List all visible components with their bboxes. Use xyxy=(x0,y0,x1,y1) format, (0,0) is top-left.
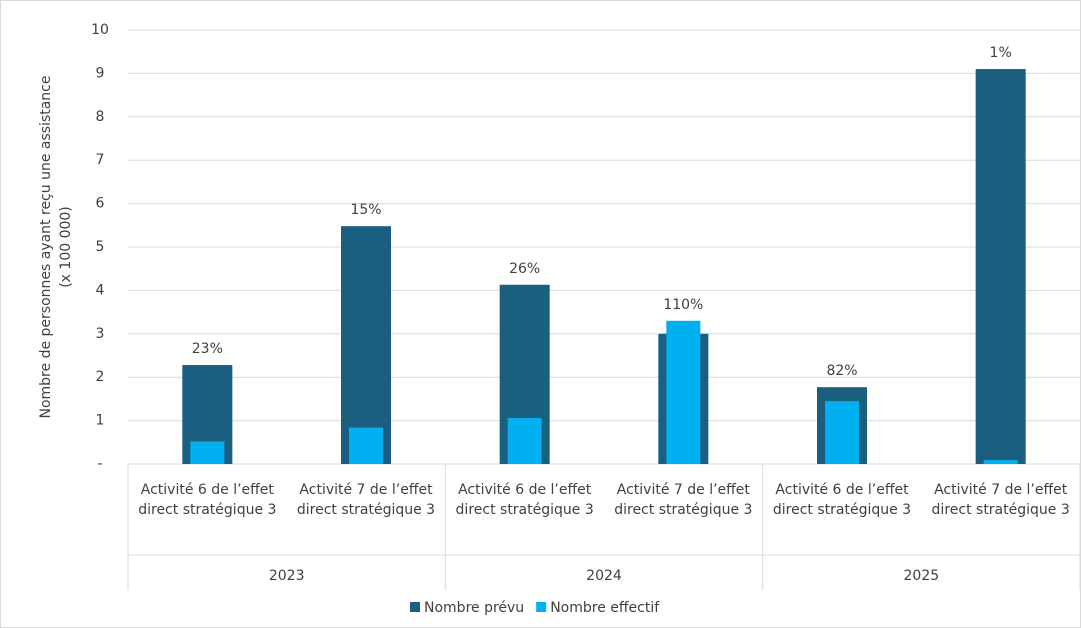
y-tick-label: 5 xyxy=(96,239,105,255)
group-label: 2025 xyxy=(904,568,940,584)
y-tick-label: 7 xyxy=(96,152,105,168)
group-label: 2023 xyxy=(269,568,305,584)
y-tick-label: 10 xyxy=(91,22,109,38)
data-label: 15% xyxy=(350,202,381,218)
y-tick-label: 2 xyxy=(96,369,105,385)
bar xyxy=(190,441,225,464)
y-tick-label: 8 xyxy=(96,109,105,125)
y-tick-label: 4 xyxy=(96,282,105,298)
group-label: 2024 xyxy=(586,568,622,584)
x-tick-label: Activité 6 de l’effet direct stratégique… xyxy=(772,482,912,518)
y-tick-label: 1 xyxy=(96,413,105,429)
x-tick-label: Activité 6 de l’effet direct stratégique… xyxy=(455,482,594,518)
y-axis-title-line: (x 100 000) xyxy=(58,206,74,288)
bar xyxy=(975,69,1026,464)
bar xyxy=(825,401,859,464)
data-label: 26% xyxy=(509,261,540,277)
legend-swatch xyxy=(410,602,420,612)
bar xyxy=(507,417,542,464)
y-axis-title-line: Nombre de personnes ayant reçu une assis… xyxy=(38,76,54,419)
data-label: 1% xyxy=(990,45,1012,61)
bar xyxy=(666,320,701,464)
y-tick-label: - xyxy=(97,456,102,472)
data-label: 23% xyxy=(192,341,223,357)
bar xyxy=(341,226,391,464)
x-tick-label: Activité 7 de l’effet direct stratégique… xyxy=(296,482,436,518)
y-tick-label: 9 xyxy=(96,65,105,81)
data-label: 110% xyxy=(663,297,703,313)
data-label: 82% xyxy=(826,363,857,379)
x-tick-label: Activité 7 de l’effet direct stratégique… xyxy=(614,482,753,518)
legend-swatch xyxy=(536,602,547,612)
y-tick-label: 6 xyxy=(96,196,105,212)
legend-label: Nombre effectif xyxy=(550,600,660,616)
x-tick-label: Activité 6 de l’effet direct stratégique… xyxy=(138,482,277,518)
x-tick-label: Activité 7 de l’effet direct stratégique… xyxy=(931,482,1070,518)
y-axis-title: Nombre de personnes ayant reçu une assis… xyxy=(38,76,74,419)
bar xyxy=(349,427,383,464)
legend-label: Nombre prévu xyxy=(424,600,524,616)
y-tick-label: 3 xyxy=(96,326,105,342)
bar xyxy=(983,460,1018,464)
